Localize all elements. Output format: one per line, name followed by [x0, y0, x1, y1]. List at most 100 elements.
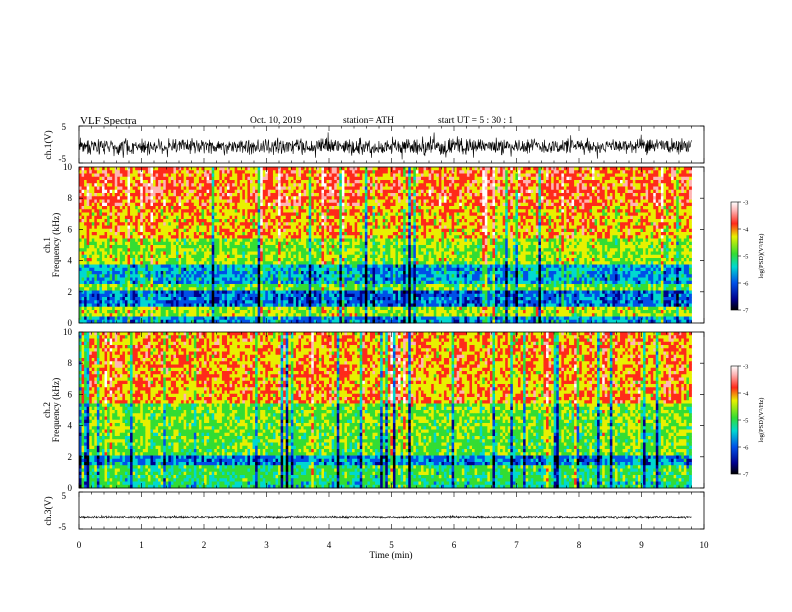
spectrogram-cell: [528, 176, 532, 181]
spectrogram-cell: [569, 212, 572, 217]
spectrogram-cell: [563, 212, 567, 217]
spectrogram-cell: [170, 222, 174, 226]
spectrogram-cell: [142, 193, 146, 197]
spectrogram-cell: [602, 189, 606, 194]
spectrogram-cell: [469, 173, 473, 178]
spectrogram-cell: [227, 209, 230, 213]
spectrogram-cell: [329, 170, 333, 174]
spectrogram-cell: [267, 170, 271, 174]
spectrogram-cell: [494, 183, 498, 187]
spectrogram-cell: [387, 219, 391, 223]
spectrogram-cell: [191, 219, 195, 223]
spectrogram-cell: [308, 183, 312, 187]
spectrogram-cell: [349, 232, 353, 236]
spectrogram-cell: [84, 222, 88, 226]
spectrogram-cell: [135, 196, 139, 200]
spectrogram-cell: [423, 193, 427, 197]
spectrogram-cell: [344, 189, 348, 194]
spectrogram-cell: [571, 225, 575, 230]
spectrogram-cell: [566, 215, 570, 220]
spectrogram-cell: [178, 219, 182, 223]
spectrogram-cell: [114, 173, 118, 178]
spectrogram-cell: [150, 167, 154, 171]
spectrogram-cell: [316, 228, 320, 233]
spectrogram-cell: [472, 196, 475, 200]
spectrogram-cell: [671, 170, 675, 174]
spectrogram-cell: [107, 215, 111, 220]
spectrogram-cell: [586, 193, 590, 197]
spectrogram-cell: [331, 193, 335, 197]
spectrogram-cell: [382, 206, 386, 210]
spectrogram-cell: [196, 222, 200, 226]
spectrogram-cell: [94, 212, 98, 217]
spectrogram-cell: [364, 189, 368, 194]
spectrogram-cell: [612, 173, 616, 178]
spectrogram-cell: [334, 219, 338, 223]
spectrogram-cell: [303, 173, 307, 178]
spectrogram-cell: [418, 189, 422, 194]
spectrogram-cell: [461, 167, 465, 171]
spectrogram-cell: [502, 196, 506, 200]
spectrogram-cell: [375, 215, 378, 220]
spectrogram-cell: [237, 196, 241, 200]
spectrogram-cell: [630, 219, 634, 223]
spectrogram-cell: [89, 167, 93, 171]
spectrogram-cell: [318, 170, 322, 174]
spectrogram-cell: [671, 196, 675, 200]
spectrogram-cell: [262, 215, 266, 220]
spectrogram-cell: [163, 196, 167, 200]
spectrogram-cell: [339, 183, 343, 187]
spectrogram-cell: [456, 193, 460, 197]
spectrogram-cell: [594, 186, 598, 191]
spectrogram-cell: [372, 167, 376, 171]
spectrogram-cell: [91, 202, 95, 207]
spectrogram-cell: [622, 199, 626, 204]
spectrogram-cell: [438, 189, 442, 194]
spectrogram-cell: [591, 209, 595, 213]
spectrogram-cell: [150, 189, 154, 194]
spectrogram-cell: [352, 167, 356, 171]
spectrogram-cell: [234, 199, 238, 204]
spectrogram-cell: [581, 186, 585, 191]
spectrogram-cell: [589, 189, 593, 194]
spectrogram-cell: [584, 219, 588, 223]
spectrogram-cell: [535, 212, 539, 217]
spectrogram-cell: [566, 180, 570, 184]
spectrogram-cell: [124, 199, 128, 204]
spectrogram-cell: [193, 193, 197, 197]
spectrogram-cell: [377, 193, 381, 197]
spectrogram-cell: [331, 196, 335, 200]
spectrogram-cell: [620, 225, 623, 230]
spectrogram-cell: [209, 180, 213, 184]
spectrogram-cell: [270, 196, 274, 200]
spectrogram-cell: [643, 206, 646, 210]
spectrogram-cell: [423, 206, 427, 210]
spectrogram-cell: [418, 176, 422, 181]
spectrogram-cell: [403, 170, 407, 174]
spectrogram-cell: [431, 232, 435, 236]
spectrogram-cell: [142, 167, 146, 171]
spectrogram-cell: [349, 180, 353, 184]
spectrogram-cell: [479, 212, 483, 217]
spectrogram-cell: [221, 176, 225, 181]
spectrogram-cell: [349, 186, 353, 191]
spectrogram-cell: [673, 170, 677, 174]
spectrogram-cell: [431, 206, 435, 210]
spectrogram-cell: [576, 189, 580, 194]
spectrogram-cell: [321, 202, 325, 207]
spectrogram-cell: [484, 212, 488, 217]
spectrogram-cell: [433, 206, 437, 210]
spectrogram-cell: [494, 232, 498, 236]
spectrogram-cell: [579, 225, 583, 230]
spectrogram-cell: [295, 206, 299, 210]
spectrogram-cell: [403, 180, 407, 184]
spectrogram-cell: [140, 189, 144, 194]
spectrogram-cell: [477, 196, 481, 200]
spectrogram-cell: [265, 193, 269, 197]
spectrogram-cell: [607, 212, 611, 217]
spectrogram-cell: [130, 170, 133, 174]
spectrogram-cell: [546, 199, 549, 204]
spectrogram-cell: [530, 193, 534, 197]
spectrogram-cell: [252, 186, 256, 191]
spectrogram-cell: [464, 167, 468, 171]
